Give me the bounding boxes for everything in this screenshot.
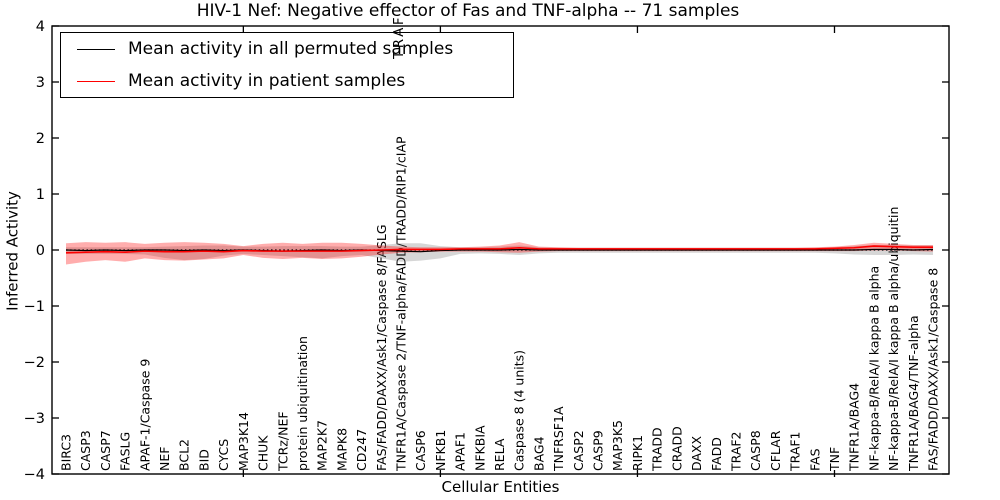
entity-label: Caspase 8 (4 units)	[512, 350, 527, 471]
entity-label: protein ubiquitination	[295, 336, 310, 471]
entity-label: MAP3K14	[236, 412, 251, 471]
entity-label: CASP2	[571, 430, 586, 471]
entity-label: TNFR1A/BAG4/TNF-alpha	[906, 315, 921, 472]
entity-label: RELA	[492, 438, 507, 471]
entity-label: MAP2K7	[315, 420, 330, 471]
entity-label: MAPK8	[334, 428, 349, 471]
entity-label: APAF1	[453, 432, 468, 471]
entity-label: TNFRSF1A	[551, 406, 566, 472]
entity-label: CFLAR	[768, 430, 783, 471]
entity-label: FAS/FADD/DAXX/Ask1/Caspase 8	[926, 268, 941, 471]
entity-label: CHUK	[256, 435, 271, 471]
entity-label: CASP7	[98, 430, 113, 471]
permuted-band	[66, 243, 934, 262]
entity-label: MAP3K5	[610, 420, 625, 471]
entity-label: CASP3	[78, 430, 93, 471]
entity-label: NF-kappa-B/RelA/I kappa B alpha	[866, 266, 881, 471]
y-tick-label: −4	[24, 467, 45, 483]
y-tick-label: −2	[24, 355, 45, 371]
y-tick-label: −1	[24, 299, 45, 315]
entity-label: TNF	[827, 447, 842, 472]
entity-label: CASP6	[413, 430, 428, 471]
legend-label-patient: Mean activity in patient samples	[128, 71, 406, 91]
entity-label: NEF	[157, 447, 172, 471]
permuted-line-swatch	[77, 48, 115, 50]
entity-label: NFKB1	[433, 430, 448, 471]
entity-label: BIRC3	[59, 434, 74, 471]
entity-label: TNFR1A/BAG4	[847, 383, 862, 472]
entity-label: FADD	[709, 437, 724, 471]
entity-label: BCL2	[177, 439, 192, 471]
x-axis-label: Cellular Entities	[441, 478, 560, 496]
chart-title: HIV-1 Nef: Negative effector of Fas and …	[196, 1, 740, 21]
entity-label: APAF-1/Caspase 9	[137, 359, 152, 471]
entity-label: TNFR1A/Caspase 2/TNF-alpha/FADD/TRADD/RI…	[393, 136, 408, 472]
entity-label: DAXX	[689, 435, 704, 471]
entity-label: BID	[196, 449, 211, 471]
entity-label: TRAF1	[788, 431, 803, 472]
entity-label: FASLG	[118, 432, 133, 471]
entity-label: TRADD	[650, 427, 665, 472]
entity-label: TCRz/NEF	[275, 411, 290, 472]
entity-label: CRADD	[669, 426, 684, 471]
entity-label: NFKBIA	[472, 425, 487, 471]
y-tick-label: 1	[36, 187, 45, 203]
legend-item-permuted: Mean activity in all permuted samples	[61, 33, 513, 65]
y-tick-label: 0	[36, 243, 45, 259]
y-tick-label: −3	[24, 411, 45, 427]
entity-label: CD247	[354, 429, 369, 471]
patient-line-swatch	[77, 80, 115, 82]
entity-label: CYCS	[216, 439, 231, 471]
y-tick-label: 3	[36, 75, 45, 91]
entity-label: CASP8	[748, 430, 763, 471]
y-axis-label: Inferred Activity	[3, 191, 22, 311]
patient-mean-line	[65, 245, 934, 254]
legend: Mean activity in all permuted samples Me…	[60, 32, 514, 98]
legend-item-patient: Mean activity in patient samples	[61, 65, 513, 97]
y-tick-label: 4	[36, 19, 45, 35]
legend-label-permuted: Mean activity in all permuted samples	[128, 39, 454, 59]
patient-band	[66, 242, 934, 265]
entity-label: FAS	[807, 448, 822, 471]
entity-label: NF-kappa-B/RelA/I kappa B alpha/ubiquiti…	[886, 207, 901, 471]
entity-label: TRAF2	[728, 431, 743, 472]
entity-label: CASP9	[591, 430, 606, 471]
permuted-mean-line	[65, 248, 934, 253]
entity-label: RIPK1	[630, 435, 645, 471]
entity-label: BAG4	[531, 436, 546, 471]
y-tick-label: 2	[36, 131, 45, 147]
overflow-entity-label-fragment: TRAF	[391, 14, 407, 59]
entity-label: FAS/FADD/DAXX/Ask1/Caspase 8/FASLG	[374, 224, 389, 471]
